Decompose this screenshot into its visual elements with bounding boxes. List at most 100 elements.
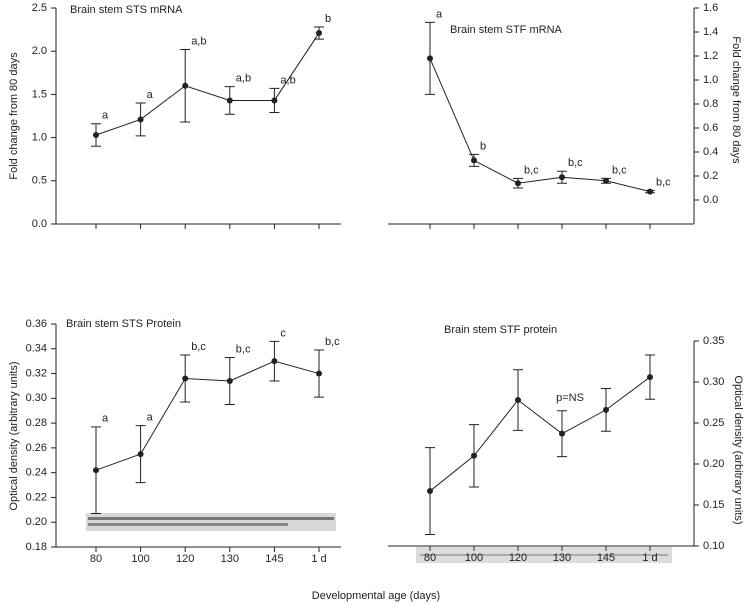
y-tick-label: 0.32 (26, 367, 47, 379)
data-point (226, 97, 233, 104)
y-tick-label: 0.34 (26, 343, 47, 355)
y-tick-label: 0.24 (26, 467, 47, 479)
series-line (429, 58, 651, 193)
x-tick-label: 130 (221, 553, 239, 565)
y-tick-label: 1.4 (703, 26, 718, 38)
y-axis-label: Optical density (arbitrary units) (732, 375, 744, 524)
significance-label: b,c (524, 164, 539, 176)
y-tick-label: 0.26 (26, 442, 47, 454)
y-tick-label: 0.15 (703, 499, 724, 511)
x-tick-label: 120 (509, 552, 527, 564)
y-axis-label: Optical density (arbitrary units) (8, 361, 20, 510)
data-point (316, 370, 322, 377)
y-tick-label: 0.6 (703, 122, 718, 134)
data-point (93, 467, 99, 474)
y-tick-label: 1.6 (703, 2, 718, 14)
data-point (226, 377, 233, 384)
y-tick-label: 0.2 (703, 170, 718, 182)
y-tick-label: 0.10 (703, 540, 724, 552)
data-point (182, 375, 189, 382)
data-point (93, 132, 99, 139)
y-tick-label: 0.18 (26, 541, 47, 553)
annotation: p=NS (556, 392, 584, 404)
y-tick-label: 1.0 (703, 74, 718, 86)
blot-band (88, 523, 288, 526)
y-tick-label: 0.5 (32, 175, 47, 187)
data-point (471, 452, 477, 459)
y-tick-label: 1.0 (32, 132, 47, 144)
significance-label: a (102, 413, 109, 425)
significance-label: b,c (656, 176, 671, 188)
significance-label: b,c (191, 341, 206, 353)
y-tick-label: 0.0 (32, 218, 47, 230)
blot-background (86, 513, 336, 531)
significance-label: b,c (568, 157, 583, 169)
x-tick-label: 120 (176, 553, 194, 565)
significance-label: a,b (280, 74, 295, 86)
x-tick-label: 1 d (311, 553, 326, 565)
y-tick-label: 0.20 (26, 516, 47, 528)
y-tick-label: 1.5 (32, 88, 47, 100)
y-tick-label: 1.2 (703, 50, 718, 62)
y-tick-label: 0.22 (26, 491, 47, 503)
y-tick-label: 0.28 (26, 417, 47, 429)
data-point (647, 188, 653, 195)
data-point (271, 97, 278, 104)
x-tick-label: 80 (424, 552, 436, 564)
x-tick-label: 80 (90, 553, 102, 565)
y-tick-label: 0.30 (703, 376, 724, 388)
chart-title: Brain stem STF protein (444, 324, 557, 336)
significance-label: a (102, 110, 109, 122)
significance-label: a (147, 89, 154, 101)
chart-title: Brain stem STS mRNA (70, 4, 183, 16)
chart-title: Brain stem STF mRNA (450, 24, 563, 36)
data-point (182, 82, 189, 89)
significance-label: b,c (325, 336, 340, 348)
data-point (427, 488, 433, 495)
series-line (95, 360, 320, 471)
blot-sts (86, 513, 336, 531)
data-point (427, 55, 433, 62)
data-point (515, 397, 521, 404)
significance-label: a,b (191, 35, 206, 47)
x-tick-label: 1 d (642, 552, 657, 564)
y-tick-label: 0.36 (26, 318, 47, 330)
y-tick-label: 2.5 (32, 2, 47, 14)
series-line (429, 376, 651, 492)
significance-label: b,c (612, 164, 627, 176)
y-axis-label: Fold change from 80 days (730, 36, 742, 164)
y-tick-label: 0.4 (703, 146, 718, 158)
y-tick-label: 0.20 (703, 458, 724, 470)
data-point (316, 30, 322, 37)
significance-label: b (480, 140, 486, 152)
significance-label: c (280, 327, 286, 339)
data-point (271, 358, 278, 365)
data-point (559, 174, 565, 181)
data-point (137, 451, 144, 458)
x-axis-label: Developmental age (days) (312, 590, 440, 602)
x-tick-label: 100 (131, 553, 149, 565)
data-point (559, 430, 565, 437)
y-tick-label: 0.25 (703, 417, 724, 429)
significance-label: a,b (236, 73, 251, 85)
data-point (603, 406, 609, 413)
data-point (603, 177, 609, 184)
y-axis-label: Fold change from 80 days (8, 52, 20, 180)
x-tick-label: 145 (265, 553, 283, 565)
blot-band (88, 517, 334, 520)
series-line (95, 32, 320, 136)
chart-title: Brain stem STS Protein (66, 318, 181, 330)
significance-label: b (325, 13, 331, 25)
x-tick-label: 145 (597, 552, 615, 564)
blot-stf (416, 547, 672, 563)
data-point (515, 180, 521, 187)
significance-label: a (147, 411, 154, 423)
x-tick-label: 130 (553, 552, 571, 564)
blot-band (420, 554, 668, 556)
y-tick-label: 2.0 (32, 45, 47, 57)
y-tick-label: 0.8 (703, 98, 718, 110)
y-tick-label: 0.35 (703, 335, 724, 347)
significance-label: b,c (236, 343, 251, 355)
significance-label: a (436, 8, 443, 20)
